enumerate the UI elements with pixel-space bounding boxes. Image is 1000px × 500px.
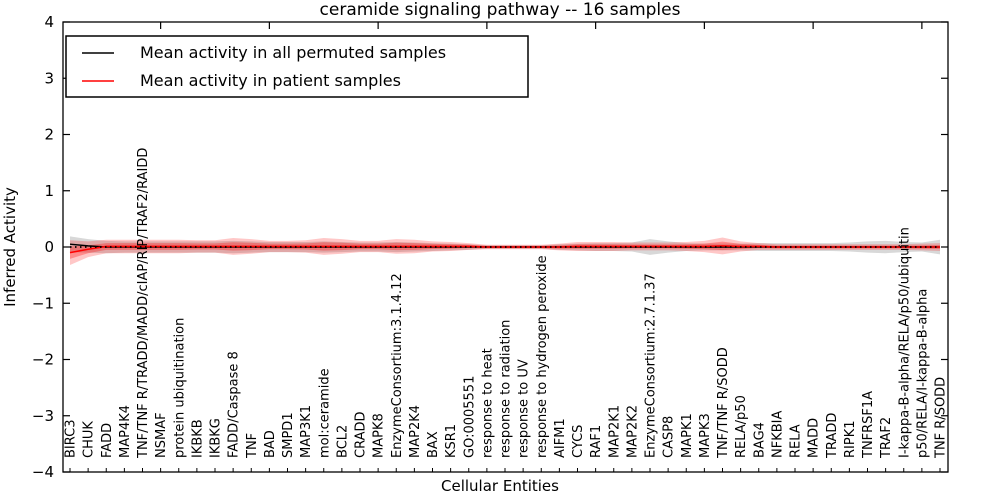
x-tick-label: MAP2K2	[625, 405, 640, 458]
x-tick-label: BAG4	[752, 422, 767, 458]
x-tick-label: TNF/TNF R/SODD	[716, 347, 731, 459]
permuted-band	[70, 236, 940, 255]
y-tick-label: −4	[32, 463, 54, 481]
y-tick-label: −3	[32, 407, 54, 425]
x-tick-label: IKBKG	[209, 418, 224, 458]
y-tick-labels: 4 3 2 1 0 −1 −2 −3 −4	[32, 13, 54, 481]
y-axis-label: Inferred Activity	[1, 187, 19, 307]
x-tick-label: CYCS	[571, 425, 586, 458]
confidence-bands	[70, 236, 940, 265]
x-tick-label: MAP4K4	[118, 405, 133, 458]
x-tick-label: MAP2K4	[408, 405, 423, 458]
x-tick-label: TNF R/SODD	[934, 377, 949, 459]
legend-label-permuted: Mean activity in all permuted samples	[140, 43, 446, 62]
legend-box	[65, 35, 529, 98]
chart-title: ceramide signaling pathway -- 16 samples	[320, 0, 681, 20]
y-tick-label: −1	[32, 294, 54, 312]
x-tick-label: response to heat	[480, 348, 495, 458]
x-tick-label: BAX	[426, 431, 441, 458]
x-tick-label: protein ubiquitination	[172, 318, 187, 458]
x-tick-label: response to hydrogen peroxide	[535, 255, 550, 458]
x-tick-label: EnzymeConsortium:3.1.4.12	[390, 273, 405, 458]
x-tick-label: IKBKB	[190, 419, 205, 458]
x-axis-label: Cellular Entities	[441, 477, 559, 495]
x-tick-label: GO:0005551	[462, 376, 477, 458]
x-tick-label: BIRC3	[64, 420, 79, 459]
legend: Mean activity in all permuted samples Me…	[65, 35, 529, 98]
y-tick-label: 0	[44, 238, 54, 256]
x-tick-label: MADD	[807, 418, 822, 458]
x-tick-labels: BIRC3 CHUK FADD MAP4K4 TNF/TNF R/TRADD/MADD/…	[64, 148, 949, 459]
patient-band-outer	[70, 237, 940, 265]
x-tick-label: MAPK3	[698, 413, 713, 458]
y-tick-label: −2	[32, 351, 54, 369]
x-tick-label: NSMAF	[154, 412, 169, 458]
y-tick-label: 2	[44, 126, 54, 144]
x-tick-label: p50/RELA/I-kappa-B-alpha	[915, 289, 930, 458]
x-tick-label: KSR1	[444, 424, 459, 458]
y-tick-label: 1	[44, 182, 54, 200]
x-tick-label: TNF/TNF R/TRADD/MADD/cIAP/RIP/TRAF2/RAID…	[136, 148, 151, 459]
x-tick-label: MAPK8	[372, 413, 387, 458]
x-tick-label: RELA	[789, 424, 804, 458]
x-tick-label: mol:ceramide	[317, 368, 332, 458]
x-tick-label: MAP2K1	[607, 405, 622, 458]
x-tick-label: MAPK1	[680, 413, 695, 458]
x-tick-label: MAP3K1	[299, 405, 314, 458]
x-tick-label: response to UV	[517, 359, 532, 458]
x-tick-label: CASP8	[662, 416, 677, 458]
x-tick-label: response to radiation	[499, 320, 514, 458]
x-tick-label: CRADD	[354, 412, 369, 459]
x-tick-label: EnzymeConsortium:2.7.1.37	[644, 273, 659, 458]
x-tick-label: TNFRSF1A	[861, 391, 876, 459]
x-tick-label: NFKBIA	[770, 411, 785, 458]
x-tick-label: BAD	[263, 430, 278, 458]
x-tick-label: TRADD	[825, 413, 840, 459]
x-tick-label: RAF1	[589, 425, 604, 458]
y-tick-label: 3	[44, 69, 54, 87]
x-tick-label: RIPK1	[843, 420, 858, 458]
mean-lines	[69, 243, 940, 254]
x-tick-label: I-kappa-B-alpha/RELA/p50/ubiquitin	[897, 227, 912, 458]
x-tick-label: SMPD1	[281, 412, 296, 458]
x-tick-label: TNF	[245, 433, 260, 459]
x-tick-label: RELA/p50	[734, 395, 749, 458]
x-tick-label: FADD/Caspase 8	[227, 351, 242, 458]
y-tick-label: 4	[44, 13, 54, 31]
legend-label-patient: Mean activity in patient samples	[140, 71, 401, 90]
x-tick-label: FADD	[100, 423, 115, 458]
x-tick-label: CHUK	[82, 421, 97, 458]
x-tick-label: TRAF2	[879, 417, 894, 459]
x-tick-label: AIFM1	[553, 418, 568, 458]
x-tick-label: BCL2	[335, 425, 350, 458]
axis-ticks	[63, 21, 948, 473]
